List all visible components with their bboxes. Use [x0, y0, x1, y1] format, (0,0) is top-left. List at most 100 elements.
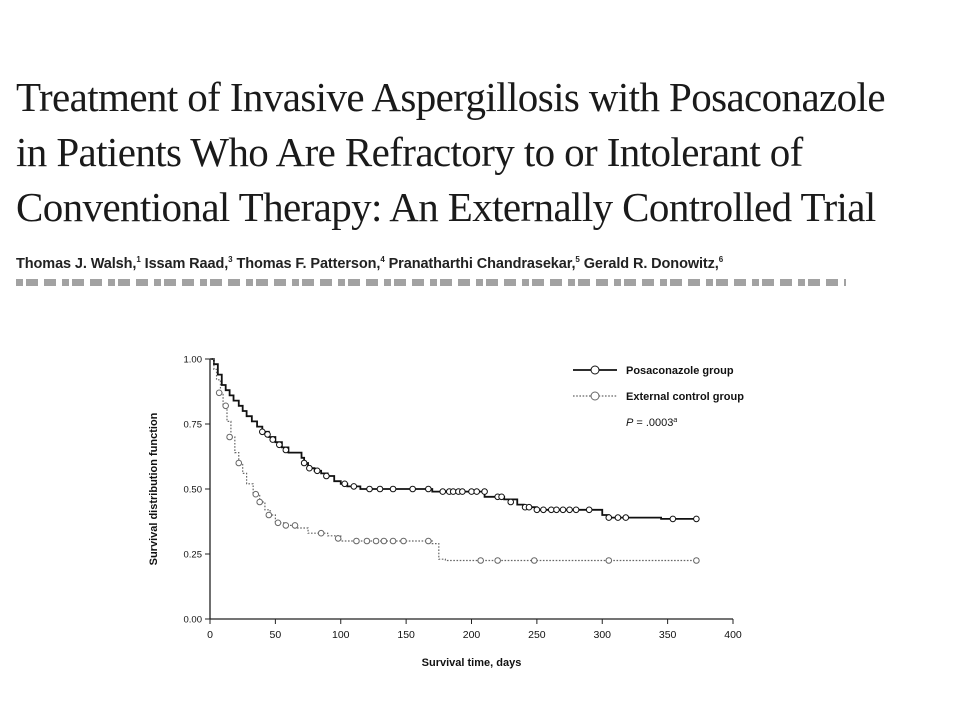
censor-marker: [353, 537, 360, 545]
censor-marker: [372, 537, 380, 545]
legend-label: Posaconazole group: [626, 365, 734, 377]
censor-marker: [259, 428, 266, 436]
y-tick-label: 1.00: [184, 355, 203, 366]
censor-marker: [525, 503, 533, 511]
censor-marker: [215, 389, 223, 397]
censor-marker: [494, 557, 501, 564]
censor-marker: [669, 515, 677, 523]
legend-marker: [590, 391, 600, 401]
p-value-footnote: a: [673, 417, 677, 424]
x-tick-label: 100: [332, 629, 350, 641]
censor-marker: [498, 493, 505, 501]
censor-marker: [425, 537, 432, 545]
censor-marker: [693, 515, 700, 523]
censor-marker: [274, 519, 282, 527]
censor-marker: [380, 537, 388, 545]
censor-marker: [585, 506, 593, 514]
y-tick-label: 0.75: [184, 420, 203, 431]
censor-marker: [264, 431, 271, 438]
x-tick-label: 0: [207, 629, 213, 641]
x-tick-label: 250: [528, 629, 546, 641]
p-value-annotation: P = .0003a: [626, 417, 677, 429]
y-axis-label: Survival distribution function: [148, 412, 160, 565]
author-affiliation: 3: [228, 255, 233, 264]
censor-marker: [366, 485, 373, 493]
censor-marker: [409, 485, 416, 493]
censor-marker: [282, 522, 290, 529]
x-axis-label: Survival time, days: [422, 657, 522, 669]
censor-marker: [282, 446, 290, 454]
author-name: Gerald R. Donowitz,: [583, 255, 719, 272]
author-affiliation: 6: [718, 255, 724, 264]
legend-marker: [590, 365, 600, 375]
censor-marker: [553, 506, 560, 514]
x-tick-label: 200: [463, 629, 481, 641]
cropped-author-line: [16, 279, 846, 286]
x-tick-label: 50: [270, 629, 282, 641]
censor-marker: [533, 506, 541, 514]
censor-marker: [275, 441, 283, 449]
author-name: Pranatharthi Chandrasekar,: [388, 255, 576, 272]
censor-marker: [693, 557, 700, 564]
censor-marker: [566, 506, 573, 514]
author-affiliation: 5: [575, 255, 580, 264]
censor-marker: [473, 488, 481, 495]
censor-marker: [622, 514, 630, 521]
title-line-3: Conventional Therapy: An Externally Cont…: [16, 184, 876, 230]
censor-marker: [256, 498, 263, 506]
y-tick-label: 0.50: [184, 485, 203, 496]
censor-marker: [530, 557, 538, 564]
censor-marker: [400, 537, 407, 545]
x-tick-label: 350: [659, 629, 677, 641]
censor-marker: [291, 522, 299, 529]
censor-marker: [334, 535, 342, 542]
chart-legend: Posaconazole group External control group…: [573, 365, 744, 429]
title-line-2: in Patients Who Are Refractory to or Int…: [16, 129, 803, 175]
censor-marker: [313, 467, 321, 475]
chart-axes: 0 50 100 150 200 250 300 350 400 0.00 0.25 0.50 0.75…: [148, 355, 742, 670]
x-tick-label: 300: [593, 629, 611, 641]
x-tick-label: 150: [397, 629, 415, 641]
censor-marker: [540, 506, 547, 514]
paper-title: Treatment of Invasive Aspergillosis with…: [16, 70, 946, 235]
author-list: Thomas J. Walsh,1 Issam Raad,3 Thomas F.…: [16, 255, 946, 272]
censor-marker: [439, 488, 447, 495]
censor-marker: [363, 537, 371, 545]
author-affiliation: 4: [380, 255, 385, 264]
censor-marker: [389, 537, 397, 545]
censor-marker: [235, 459, 243, 467]
censor-marker: [605, 514, 613, 521]
censor-marker: [306, 464, 313, 472]
censor-marker: [265, 511, 273, 519]
censor-marker: [269, 436, 277, 443]
series-line-2: [210, 358, 698, 562]
legend-label: External control group: [626, 391, 744, 403]
censor-marker: [341, 480, 348, 488]
censor-marker: [572, 506, 580, 514]
censor-marker: [300, 459, 308, 467]
x-tick-label: 400: [724, 629, 742, 641]
censor-marker: [226, 433, 233, 441]
censor-marker: [376, 485, 384, 493]
censor-marker: [425, 485, 432, 493]
censor-marker: [317, 529, 325, 537]
censor-marker: [222, 402, 229, 410]
author-affiliation: 1: [136, 255, 141, 264]
y-tick-label: 0.25: [184, 550, 203, 561]
censor-marker: [350, 483, 358, 490]
censor-marker: [389, 485, 397, 493]
censor-marker: [559, 506, 567, 514]
author-name: Thomas F. Patterson,: [236, 255, 381, 272]
author-name: Thomas J. Walsh,: [16, 255, 137, 272]
censor-marker: [252, 490, 260, 498]
censor-marker: [477, 557, 484, 564]
series-line-1: [210, 358, 698, 520]
p-symbol: P: [626, 417, 634, 429]
censor-marker: [507, 498, 515, 506]
censor-marker: [605, 557, 613, 564]
chart-series: [210, 358, 700, 564]
censor-marker: [614, 514, 622, 521]
author-name: Issam Raad,: [144, 255, 229, 272]
censor-marker: [323, 472, 330, 480]
